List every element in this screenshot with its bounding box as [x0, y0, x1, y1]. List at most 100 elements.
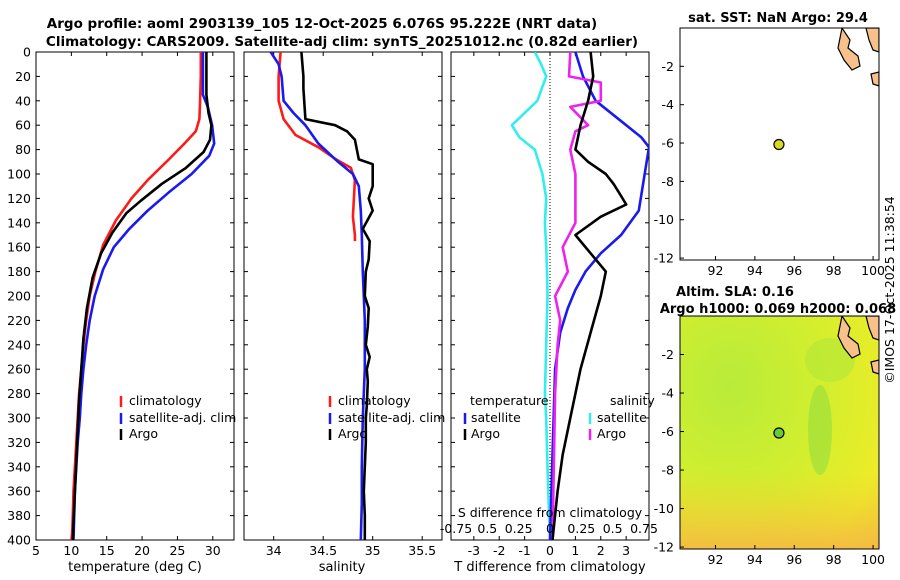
x-tick-label: 0 [546, 543, 554, 558]
depth-tick-label: 80 [15, 142, 31, 157]
legend-label-climatology: climatology [129, 393, 202, 408]
salinity-x-axis: 34 34.5 35 35.5 [244, 51, 442, 558]
legend-label-satellite: satellite-adj. clim [338, 410, 445, 425]
sla-feature-low [808, 385, 832, 475]
map-y-tick-label: -12 [654, 540, 674, 555]
depth-tick-label: 380 [7, 508, 31, 523]
salinity-series [269, 52, 375, 540]
map-y-tick-label: -8 [662, 174, 675, 189]
x-tick-label: 35.5 [408, 543, 436, 558]
map-x-tick-label: 92 [708, 263, 724, 278]
depth-axis: 0 20 40 60 80 100 120 140 160 180 200 220 240 260 280 3… [7, 45, 31, 548]
s-diff-tick-label: 0.25 [505, 521, 533, 536]
x-tick-label: 30 [205, 543, 221, 558]
x-tick-label: -2 [493, 543, 505, 558]
temperature-series [70, 52, 216, 540]
legend-label-s-satellite: satellite [597, 410, 647, 425]
s-diff-tick-label: 0.75 [630, 521, 658, 536]
map-x-tick-label: 96 [786, 263, 802, 278]
map-x-tick-label: 98 [826, 552, 842, 567]
depth-tick-label: 160 [7, 240, 31, 255]
depth-tick-label: 120 [7, 191, 31, 206]
map-y-tick-label: -10 [654, 212, 674, 227]
temperature-legend: climatology satellite-adj. clim Argo [119, 393, 236, 441]
x-tick-label: 25 [169, 543, 185, 558]
legend-label-s-argo: Argo [597, 426, 626, 441]
sumatra-mainland [865, 316, 879, 341]
s-diff-tick-label: 0 [546, 521, 554, 536]
x-tick-label: 34 [266, 543, 282, 558]
depth-tick-label: 40 [15, 93, 31, 108]
temperature-panel [35, 51, 235, 541]
difference-series [510, 52, 649, 540]
s-diff-tick-label: 0.5 [477, 521, 497, 536]
series-line-salinity-satellite [551, 52, 603, 540]
sumatra-coast [837, 316, 861, 359]
legend-label-t-satellite: satellite [471, 410, 521, 425]
s-diff-tick-label: 0.5 [603, 521, 623, 536]
x-tick-label: 10 [63, 543, 79, 558]
sla-south-warm [680, 470, 879, 549]
sst-map-land [837, 28, 879, 87]
depth-tick-label: 340 [7, 459, 31, 474]
map-y-tick-label: -2 [662, 347, 674, 362]
x-tick-label: 5 [32, 543, 40, 558]
legend-label-satellite: satellite-adj. clim [129, 410, 236, 425]
map-x-tick-label: 98 [826, 263, 842, 278]
map-x-tick-label: 100 [861, 552, 885, 567]
sla-map-frame [679, 315, 880, 550]
depth-tick-label: 360 [7, 484, 31, 499]
map-x-tick-label: 100 [861, 263, 885, 278]
island-east [870, 359, 879, 375]
depth-tick-label: 180 [7, 264, 31, 279]
x-tick-label: -3 [468, 543, 480, 558]
sla-map-title-line1: Altim. SLA: 0.16 [676, 285, 794, 300]
figure-title-line1: Argo profile: aoml 2903139_105 12-Oct-20… [47, 16, 597, 32]
map-x-tick-label: 94 [747, 552, 763, 567]
x-tick-label: 35 [365, 543, 381, 558]
s-diff-tick-label: -0.75 [440, 521, 472, 536]
depth-tick-label: 260 [7, 362, 31, 377]
map-x-tick-label: 92 [708, 552, 724, 567]
salinity-legend: climatology satellite-adj. clim Argo [328, 393, 445, 441]
map-y-tick-label: -4 [662, 386, 675, 401]
legend-label-argo: Argo [129, 426, 158, 441]
legend-label-climatology: climatology [338, 393, 411, 408]
series-line-temperature-satellite [510, 52, 552, 540]
x-tick-label: -1 [518, 543, 530, 558]
difference-legend: temperature salinity satellite Argo sate… [463, 393, 655, 441]
map-y-tick-label: -6 [662, 424, 675, 439]
difference-x-axis: -3 -2 -1 0 1 2 3 [451, 51, 649, 558]
series-line-argo [300, 52, 375, 540]
argo-position-marker [773, 138, 785, 151]
sst-map-axes: 92 94 96 98 100 -2 -4 -6 -8 -10 -12 [654, 59, 885, 278]
depth-tick-label: 320 [7, 435, 31, 450]
sla-map-axes: 92 94 96 98 100 -2 -4 -6 -8 -10 -12 [654, 347, 885, 567]
depth-tick-label: 200 [7, 289, 31, 304]
depth-tick-label: 20 [15, 69, 31, 84]
depth-tick-label: 220 [7, 313, 31, 328]
series-line-argo [71, 52, 213, 540]
depth-tick-label: 140 [7, 215, 31, 230]
map-x-tick-label: 94 [747, 263, 763, 278]
salinity-panel [243, 51, 443, 541]
sumatra-mainland [865, 28, 879, 53]
s-difference-tick-labels: -0.75 0.5 0.25 0 0.25 0.5 0.75 [440, 521, 658, 536]
s-diff-tick-label: 0.25 [567, 521, 595, 536]
sst-map-title: sat. SST: NaN Argo: 29.4 [688, 11, 868, 26]
series-line-salinity-argo [551, 52, 628, 540]
map-y-tick-label: -10 [654, 501, 674, 516]
sla-map-title-line2: Argo h1000: 0.069 h2000: 0.068 [660, 302, 896, 317]
map-y-tick-label: -8 [662, 463, 675, 478]
map-y-tick-label: -4 [662, 97, 675, 112]
difference-xlabel: T difference from climatology [453, 560, 646, 575]
x-tick-label: 1 [571, 543, 579, 558]
depth-tick-label: 280 [7, 386, 31, 401]
depth-tick-label: 400 [7, 533, 31, 548]
sla-feature-north [805, 338, 855, 382]
depth-tick-label: 60 [15, 118, 31, 133]
island-east [870, 71, 879, 87]
legend-label-t-argo: Argo [471, 426, 500, 441]
legend-label-argo: Argo [338, 426, 367, 441]
